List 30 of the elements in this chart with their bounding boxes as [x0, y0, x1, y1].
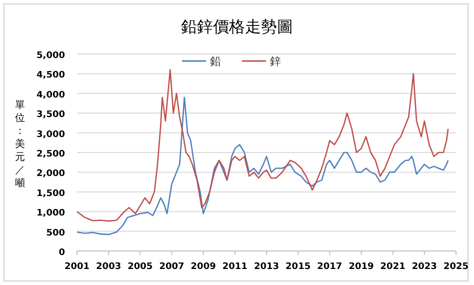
x-tick-label: 2017: [317, 262, 342, 272]
y-tick-label: 4,000: [36, 90, 65, 100]
legend-label: 鋅: [270, 55, 281, 68]
x-tick-label: 2001: [64, 262, 90, 272]
y-tick-label: 5,000: [36, 51, 65, 61]
x-tick-label: 2011: [222, 262, 248, 272]
x-tick-label: 2023: [412, 262, 437, 272]
line-series: [76, 96, 449, 236]
y-tick-label: 1,000: [36, 208, 65, 219]
y-tick-label: 500: [46, 228, 65, 238]
y-axis-title: 單位：美元／噸: [15, 100, 25, 189]
y-tick-label: 1,500: [36, 188, 65, 199]
line-series: [76, 69, 449, 222]
y-tick-label: 2,500: [36, 150, 65, 160]
x-tick-label: 2015: [286, 262, 311, 272]
x-tick-label: 2021: [380, 262, 406, 272]
x-tick-label: 2019: [348, 262, 374, 272]
y-tick-label: 0: [58, 248, 65, 258]
x-tick-label: 2003: [96, 262, 122, 272]
x-tick-label: 2007: [159, 262, 184, 272]
x-tick-label: 2009: [190, 262, 216, 272]
y-tick-label: 4,500: [36, 70, 65, 81]
legend-label: 鉛: [210, 55, 221, 68]
x-tick-label: 2005: [128, 262, 153, 272]
y-tick-label: 3,000: [36, 130, 65, 140]
y-tick-label: 2,000: [36, 169, 65, 180]
y-tick-label: 3,500: [36, 110, 65, 120]
chart-title: 鉛鋅價格走勢圖: [181, 17, 293, 36]
x-tick-label: 2025: [443, 262, 469, 272]
x-tick-label: 2013: [254, 262, 280, 272]
